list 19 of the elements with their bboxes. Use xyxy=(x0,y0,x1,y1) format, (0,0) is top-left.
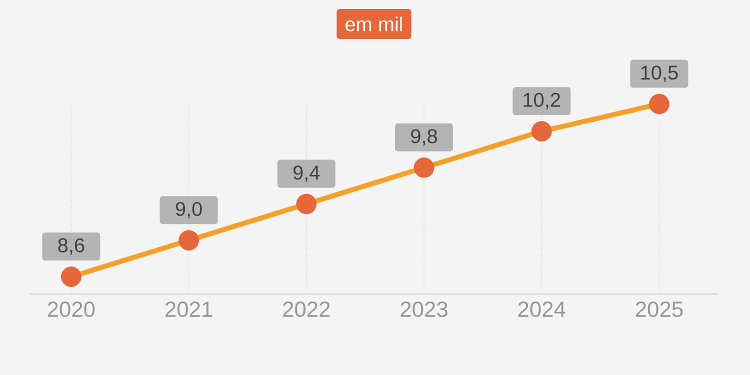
x-tick-label: 2023 xyxy=(400,302,448,318)
data-label: 9,0 xyxy=(176,202,202,218)
x-tick-label: 2021 xyxy=(166,302,212,318)
x-tick-label: 2025 xyxy=(636,302,683,318)
point xyxy=(649,94,670,114)
point xyxy=(296,194,317,214)
data-label: 10,5 xyxy=(641,66,678,82)
data-label: 8,6 xyxy=(58,238,84,255)
point xyxy=(414,157,434,178)
data-label: 9,4 xyxy=(293,166,320,182)
data-label: 10,2 xyxy=(524,92,560,110)
point xyxy=(178,230,199,251)
x-tick-label: 2022 xyxy=(283,302,330,318)
data-label: 9,8 xyxy=(411,129,437,146)
point xyxy=(60,266,82,287)
point xyxy=(531,121,552,142)
x-tick-label: 2024 xyxy=(518,302,566,318)
text: em mil xyxy=(346,16,402,32)
x-tick-label: 2020 xyxy=(48,302,95,318)
